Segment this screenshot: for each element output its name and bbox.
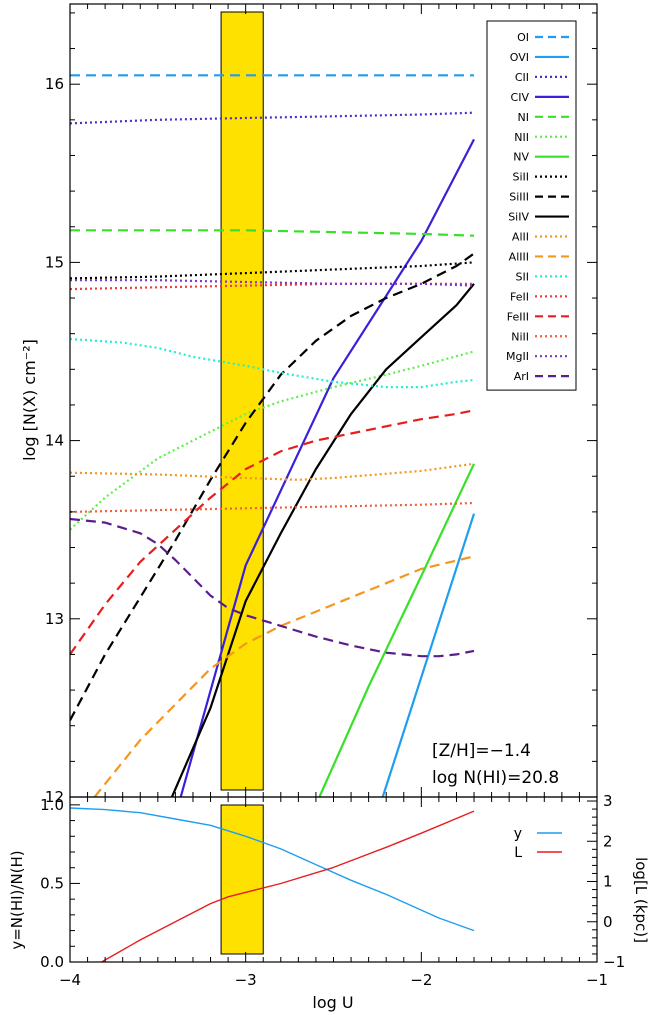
bottom-ytick-right-label: −1 [603,953,625,971]
legend-label-AlIII: AlIII [509,250,529,263]
bottom-plot-frame [69,796,598,963]
top-ytick-label: 13 [45,610,64,628]
bottom-ytick-label: 0.5 [40,874,64,892]
bottom-ylabel-right: log[L (kpc)] [632,857,650,943]
series-line-FeIII [70,409,475,656]
bottom-ytick-right-label: 3 [603,792,613,810]
top-highlight-band [220,11,264,791]
bottom-xtick-label: −2 [410,971,432,989]
series-line-AlII [70,462,475,481]
series-line-NI [70,229,475,237]
legend-label-MgII: MgII [506,350,529,363]
series-line-NiII [70,501,475,513]
bottom-ylabel: y=N(HI)/N(H) [8,850,26,949]
legend-label-NI: NI [518,111,529,124]
bottom-ytick-label: 1.0 [40,796,64,814]
bottom-ytick-label: 0.0 [40,953,64,971]
legend-label-SiIV: SiIV [508,211,529,224]
series-line-y [70,807,475,932]
top-ytick-label: 16 [45,75,64,93]
series-line-L [101,810,475,962]
top-series-group [70,74,476,797]
series-line-SII [70,337,475,389]
series-line-SiII [70,261,475,280]
series-line-CIV [179,138,475,797]
bottom-highlight-band [220,804,264,955]
top-ylabel: log [N(X) cm⁻²] [20,339,39,461]
legend-label-FeIII: FeIII [507,310,529,323]
xlabel: log U [312,993,353,1012]
series-line-SiIII [70,252,475,721]
legend-label-AlII: AlII [512,231,529,244]
annotation-metallicity: [Z/H]=−1.4 [432,741,531,761]
bottom-ytick-right-label: 0 [603,913,613,931]
bottom-xtick-label: −4 [59,971,81,989]
bottom-ytick-right-label: 2 [603,832,613,850]
bottom-legend-label-y: y [514,826,522,842]
series-line-ArI [70,517,475,658]
legend-label-SiIII: SiIII [509,191,529,204]
legend-label-OI: OI [517,31,529,44]
legend-label-OVI: OVI [510,51,529,64]
series-line-NV [318,463,475,797]
bottom-panel: 0.0 0.5 1.0 −1 0 1 2 3 −4 −3 −2 −1 yL [40,792,625,989]
legend-label-NiII: NiII [511,330,529,343]
annotation-nhi: log N(HI)=20.8 [432,768,559,788]
legend-label-NV: NV [513,151,529,164]
bottom-legend-label-L: L [514,845,522,861]
top-ytick-label: 12 [45,788,64,806]
legend-label-ArI: ArI [514,370,529,383]
top-panel: 12 13 14 15 16 OI OVI CII CIV NI NII NV SiII SiIII SiI… [45,3,598,806]
series-line-SiIV [170,283,475,797]
bottom-xtick-label: −1 [586,971,608,989]
top-ytick-label: 14 [45,432,64,450]
legend-label-CIV: CIV [511,91,530,104]
legend-label-SiII: SiII [512,171,529,184]
series-line-OVI [381,513,476,797]
legend-label-SII: SII [516,270,529,283]
legend-label-CII: CII [515,71,529,84]
legend-label-NII: NII [514,131,529,144]
bottom-xtick-label: −3 [235,971,257,989]
series-line-AlIII [93,555,475,797]
bottom-ytick-right-label: 1 [603,873,613,891]
series-line-CII [70,111,475,125]
legend-label-FeII: FeII [510,290,529,303]
bottom-series-group [70,807,475,962]
top-ytick-label: 15 [45,253,64,271]
series-line-MgII [70,279,475,287]
series-line-NII [70,350,475,531]
legend-box [486,20,577,391]
